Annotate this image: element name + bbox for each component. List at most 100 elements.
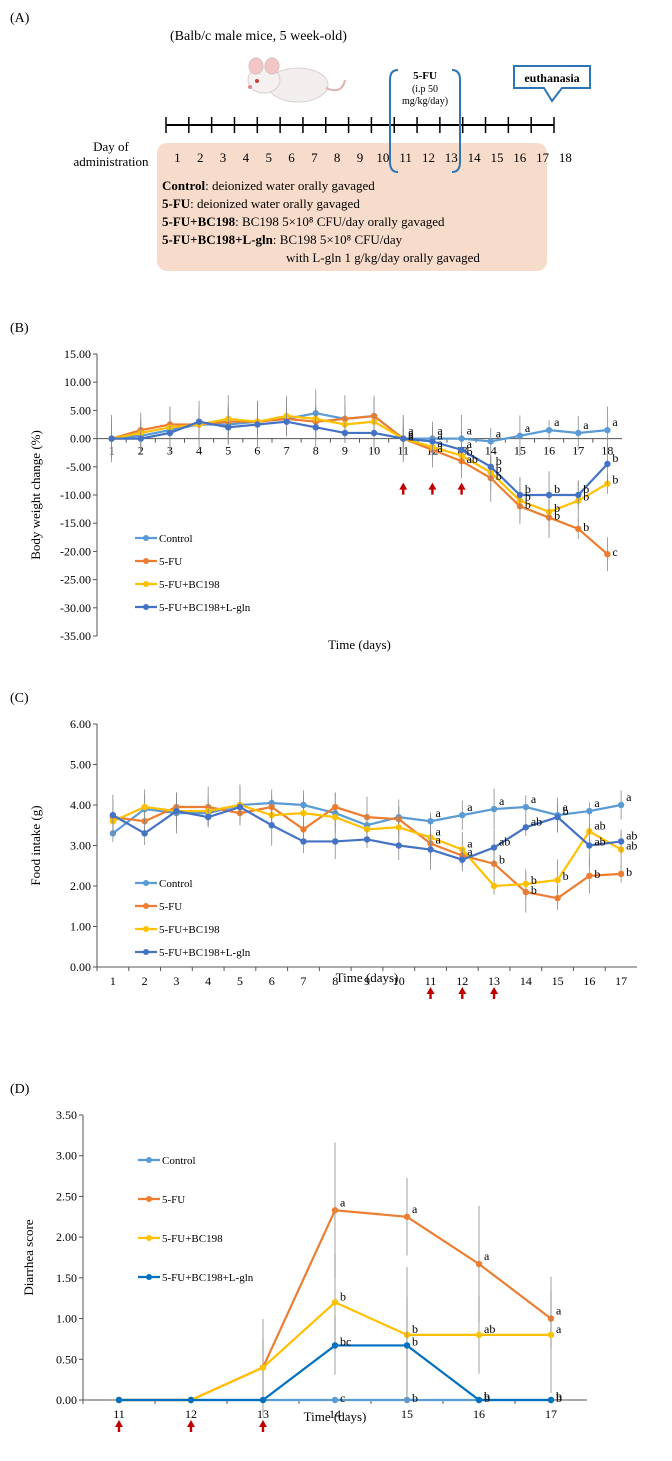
- significance-label: b: [496, 454, 502, 468]
- significance-label: a: [499, 794, 505, 808]
- data-point: [166, 429, 174, 437]
- timeline-day-label: 15: [490, 150, 503, 165]
- x-tick-label: 8: [313, 444, 319, 458]
- y-tick-label: 2.50: [56, 1189, 77, 1203]
- significance-label: b: [525, 490, 531, 504]
- data-point: [403, 1213, 411, 1220]
- data-point: [459, 856, 466, 863]
- significance-label: b: [563, 804, 569, 818]
- significance-label: b: [583, 482, 589, 496]
- euthanasia-label: euthanasia: [524, 71, 579, 85]
- y-tick-label: 1.00: [70, 920, 91, 934]
- data-point: [137, 435, 144, 442]
- significance-label: bc: [340, 1334, 351, 1348]
- data-point: [547, 1331, 555, 1339]
- series-line: [111, 420, 609, 497]
- data-point: [141, 830, 148, 837]
- legend-marker: [146, 1157, 152, 1163]
- significance-label: b: [612, 451, 618, 465]
- data-point: [427, 846, 434, 853]
- injection-arrow: [457, 482, 466, 495]
- x-tick-label: 15: [401, 1407, 413, 1421]
- y-tick-label: -25.00: [60, 573, 91, 587]
- significance-label: a: [412, 1202, 418, 1216]
- significance-label: b: [612, 473, 618, 487]
- injection-arrow: [187, 1420, 195, 1432]
- x-tick-label: 6: [254, 444, 260, 458]
- significance-label: b: [467, 445, 473, 459]
- legend-label: 5-FU+BC198+L-gln: [159, 947, 251, 959]
- y-tick-label: 6.00: [70, 717, 91, 731]
- data-point: [490, 805, 498, 813]
- data-point: [400, 435, 407, 442]
- significance-label: a: [556, 1304, 562, 1318]
- legend-marker: [143, 558, 149, 564]
- y-axis-title: Diarrhea score: [21, 1219, 36, 1295]
- legend-marker: [143, 535, 149, 541]
- x-tick-label: 16: [583, 974, 595, 988]
- data-point: [617, 870, 625, 878]
- group-lgln-extra: with L-gln 1 g/kg/day orally gavaged: [286, 250, 480, 265]
- y-tick-label: -5.00: [66, 460, 91, 474]
- x-tick-label: 17: [572, 444, 584, 458]
- significance-label: b: [554, 509, 560, 523]
- x-tick-label: 4: [205, 974, 211, 988]
- significance-label: a: [626, 790, 632, 804]
- significance-label: a: [484, 1249, 490, 1263]
- x-tick-label: 3: [173, 974, 179, 988]
- significance-label: a: [340, 1195, 346, 1209]
- x-tick-label: 15: [552, 974, 564, 988]
- significance-label: a: [594, 796, 600, 810]
- timeline-day-label: 4: [243, 150, 250, 165]
- chart-food-intake: (C) 6.00 5.00 4.00 3.00 2.00 1.00 0.00 Food inta…: [10, 691, 637, 999]
- group-descriptions: Control: deionized water orally gavaged …: [162, 178, 480, 265]
- x-tick-label: 8: [332, 974, 338, 988]
- data-point: [173, 807, 180, 815]
- data-point: [490, 844, 498, 851]
- data-point: [187, 1396, 195, 1404]
- significance-label: b: [412, 1391, 418, 1405]
- significance-label: a: [467, 800, 473, 814]
- significance-label: b: [531, 883, 537, 897]
- legend-label: Control: [159, 533, 193, 545]
- data-point: [341, 429, 349, 437]
- timeline-day-label: 17: [536, 150, 550, 165]
- data-point: [490, 882, 498, 890]
- significance-label: a: [525, 421, 531, 435]
- injection-arrow: [115, 1420, 123, 1432]
- x-tick-label: 9: [364, 974, 370, 988]
- timeline-day-label: 18: [559, 150, 572, 165]
- data-point: [300, 809, 307, 817]
- legend-label: 5-FU+BC198: [162, 1233, 223, 1245]
- data-point: [522, 824, 530, 831]
- data-point: [554, 813, 561, 821]
- significance-label: b: [556, 1391, 562, 1405]
- x-tick-label: 6: [269, 974, 275, 988]
- x-tick-label: 13: [488, 974, 500, 988]
- injection-arrow: [428, 482, 437, 495]
- significance-label: b: [563, 869, 569, 883]
- timeline-day-label: 13: [445, 150, 458, 165]
- x-tick-label: 14: [329, 1407, 341, 1421]
- data-point: [331, 1396, 339, 1404]
- data-point: [522, 803, 530, 811]
- injection-arrow: [458, 987, 467, 999]
- significance-label: b: [626, 865, 632, 879]
- panel-a-subtitle: (Balb/c male mice, 5 week-old): [170, 29, 347, 44]
- x-tick-label: 5: [237, 974, 243, 988]
- group-control: Control: deionized water orally gavaged: [162, 178, 375, 193]
- significance-label: a: [408, 424, 414, 438]
- legend-label: 5-FU: [162, 1194, 185, 1206]
- significance-label: b: [583, 520, 589, 534]
- y-tick-label: 2.00: [70, 879, 91, 893]
- data-point: [331, 1207, 339, 1214]
- timeline-day-label: 1: [174, 150, 181, 165]
- y-tick-label: 0.50: [56, 1352, 77, 1366]
- timeline-day-label: 12: [422, 150, 435, 165]
- data-point: [586, 872, 593, 880]
- significance-label: a: [467, 424, 473, 438]
- significance-label: ab: [626, 839, 637, 853]
- data-point: [312, 424, 319, 431]
- y-tick-label: -20.00: [60, 544, 91, 558]
- y-tick-label: -35.00: [60, 629, 91, 643]
